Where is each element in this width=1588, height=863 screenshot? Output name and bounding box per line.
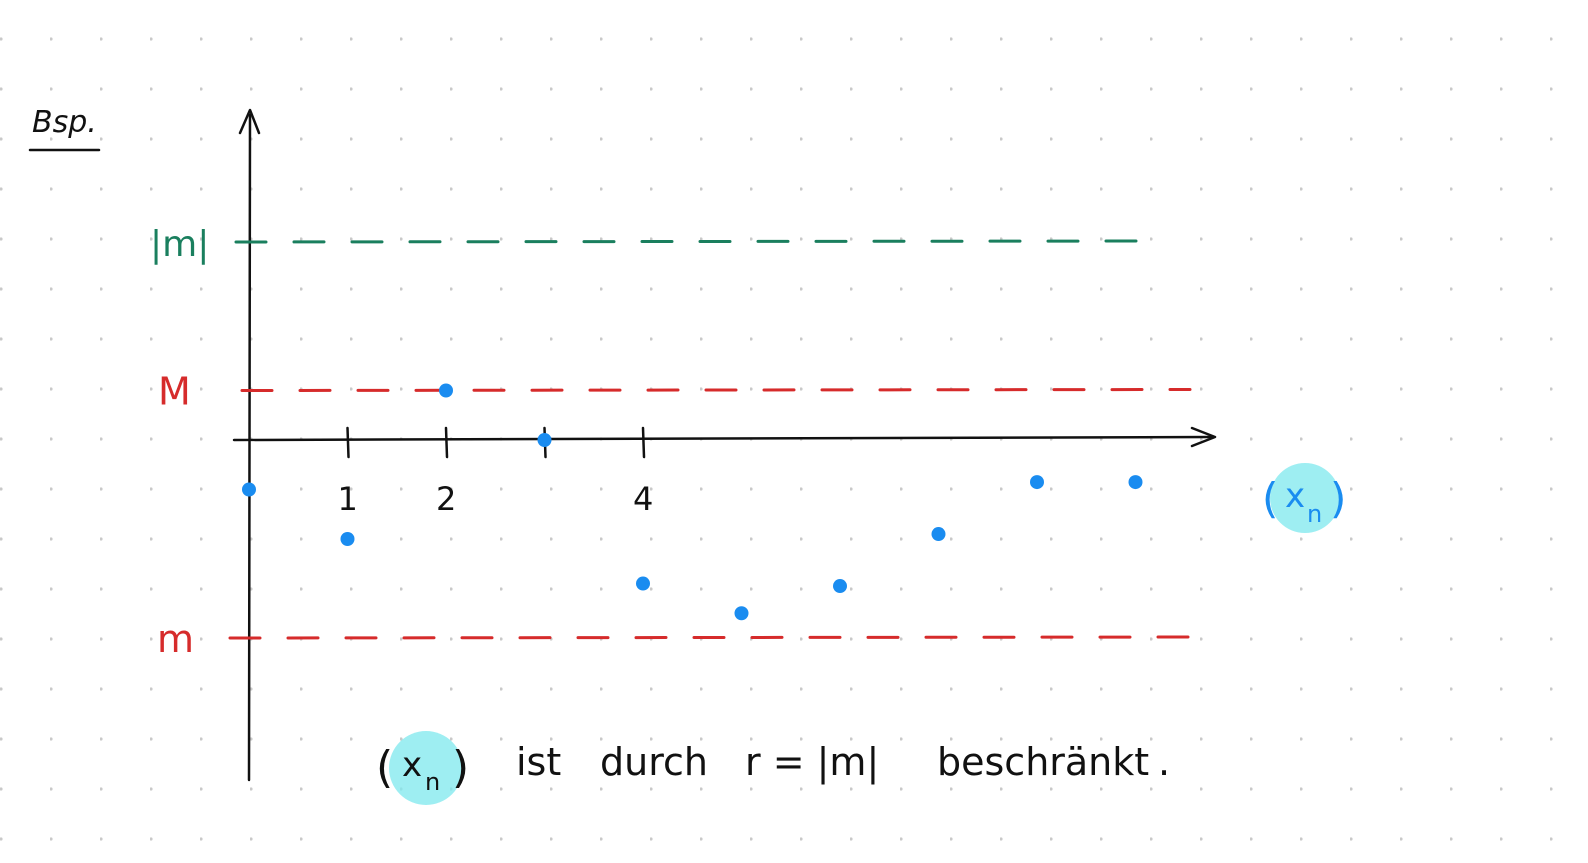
statement-seq-close-paren: ) bbox=[452, 742, 469, 793]
sequence-point-3 bbox=[537, 433, 552, 447]
x-axis bbox=[232, 435, 1214, 442]
sequence-point-8 bbox=[1030, 475, 1044, 490]
statement-word-durch: durch bbox=[600, 740, 708, 784]
statement-seq-open-paren: ( bbox=[376, 742, 393, 793]
sequence-point-9 bbox=[1128, 475, 1143, 490]
sequence-point-0 bbox=[242, 482, 256, 497]
x-tick-label-4: 4 bbox=[633, 480, 653, 518]
sequence-points bbox=[242, 383, 1143, 621]
statement-seq-var: x bbox=[402, 745, 422, 785]
statement-seq-sub: n bbox=[425, 768, 440, 796]
x-tick-1 bbox=[346, 426, 350, 459]
lower-bound-label: m bbox=[157, 617, 194, 661]
upper-bound-line bbox=[240, 388, 1192, 392]
sequence-label-right: ( x n ) bbox=[1262, 463, 1346, 533]
sequence-point-2 bbox=[439, 383, 453, 398]
sequence-point-1 bbox=[340, 532, 355, 546]
x-tick-label-2: 2 bbox=[436, 480, 456, 518]
sequence-label-var: x bbox=[1285, 476, 1305, 516]
statement-word-ist: ist bbox=[516, 740, 561, 784]
statement-word-beschraenkt: beschränkt bbox=[937, 740, 1149, 784]
sequence-label-open-paren: ( bbox=[1262, 474, 1278, 523]
x-tick-4 bbox=[641, 426, 646, 459]
statement-seq-highlight bbox=[389, 731, 463, 805]
sequence-point-4 bbox=[636, 576, 650, 591]
y-axis-arrowhead bbox=[238, 108, 261, 135]
abs-m-bound-line bbox=[234, 239, 1160, 244]
statement-period: . bbox=[1158, 740, 1170, 784]
sequence-point-5 bbox=[734, 606, 749, 621]
sequence-point-6 bbox=[833, 579, 847, 594]
sequence-label-highlight bbox=[1270, 463, 1340, 533]
statement: ( x n ) ist durch r = |m| beschränkt . bbox=[376, 731, 1170, 805]
y-axis bbox=[247, 113, 252, 782]
sequence-label-close-paren: ) bbox=[1330, 474, 1346, 523]
sequence-label-sub: n bbox=[1307, 500, 1322, 528]
statement-formula: r = |m| bbox=[745, 740, 879, 785]
x-axis-ticks: 1 2 4 bbox=[338, 426, 653, 518]
x-axis-arrowhead bbox=[1190, 426, 1217, 448]
lower-bound-line bbox=[228, 635, 1210, 640]
sequence-point-7 bbox=[931, 527, 946, 542]
x-tick-label-1: 1 bbox=[338, 480, 358, 518]
upper-bound-label: M bbox=[158, 370, 191, 414]
heading-label: Bsp. bbox=[32, 105, 97, 140]
x-tick-2 bbox=[444, 426, 449, 459]
abs-m-bound-label: |m| bbox=[150, 224, 209, 265]
